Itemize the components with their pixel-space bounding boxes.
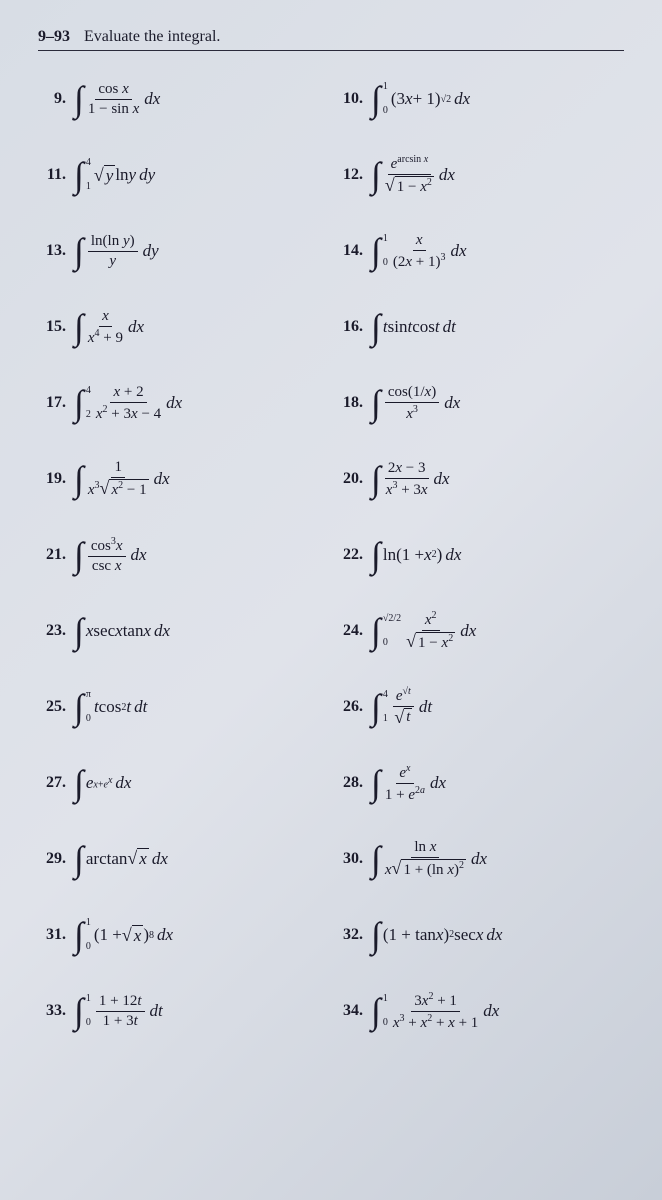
problem-p26: 26.∫41e√t√tdt (335, 683, 624, 731)
problem-p18: 18.∫cos(1/x)x3dx (335, 379, 624, 427)
problem-number: 23. (38, 622, 74, 640)
section-title: Evaluate the integral. (84, 28, 220, 45)
problem-p33: 33.∫101 + 12t1 + 3tdt (38, 987, 327, 1035)
problem-p22: 22.∫ln(1 + x2)dx (335, 531, 624, 579)
problem-number: 17. (38, 394, 74, 412)
problem-number: 32. (335, 926, 371, 944)
problem-number: 18. (335, 394, 371, 412)
problem-number: 21. (38, 546, 74, 564)
problem-number: 34. (335, 1002, 371, 1020)
problem-expression: ∫cos3xcsc xdx (74, 536, 147, 574)
problem-number: 16. (335, 318, 371, 336)
problem-number: 33. (38, 1002, 74, 1020)
problem-p31: 31.∫10(1 + √x )8dx (38, 911, 327, 959)
problem-expression: ∫x sec x tan xdx (74, 617, 170, 646)
problems-grid: 9.∫cos x1 − sin xdx10.∫10(3x + 1)√2dx11.… (38, 75, 624, 1035)
problem-expression: ∫t sin t cos tdt (371, 313, 456, 342)
problem-expression: ∫√2/20x2√1 − x2dx (371, 610, 476, 651)
problem-p9: 9.∫cos x1 − sin xdx (38, 75, 327, 123)
problem-number: 10. (335, 90, 371, 108)
problem-expression: ∫ln(ln y)ydy (74, 233, 159, 269)
problem-p11: 11.∫41√y ln ydy (38, 151, 327, 199)
problem-p21: 21.∫cos3xcsc xdx (38, 531, 327, 579)
problem-number: 27. (38, 774, 74, 792)
problem-number: 14. (335, 242, 371, 260)
problem-number: 30. (335, 850, 371, 868)
problem-p25: 25.∫π0t cos2tdt (38, 683, 327, 731)
problem-p10: 10.∫10(3x + 1)√2dx (335, 75, 624, 123)
problem-p14: 14.∫10x(2x + 1)3dx (335, 227, 624, 275)
problem-p24: 24.∫√2/20x2√1 − x2dx (335, 607, 624, 655)
problem-p20: 20.∫2x − 3x3 + 3xdx (335, 455, 624, 503)
problem-p27: 27.∫ex+exdx (38, 759, 327, 807)
problem-number: 19. (38, 470, 74, 488)
problem-expression: ∫103x2 + 1x3 + x2 + x + 1dx (371, 991, 499, 1031)
problem-expression: ∫cos(1/x)x3dx (371, 384, 460, 422)
problem-number: 20. (335, 470, 371, 488)
problem-expression: ∫ex+exdx (74, 769, 131, 798)
problem-expression: ∫10(3x + 1)√2dx (371, 82, 470, 116)
problem-p17: 17.∫42x + 2x2 + 3x − 4dx (38, 379, 327, 427)
problem-expression: ∫2x − 3x3 + 3xdx (371, 460, 450, 498)
problem-expression: ∫10x(2x + 1)3dx (371, 232, 467, 270)
problem-expression: ∫cos x1 − sin xdx (74, 81, 160, 117)
problem-p23: 23.∫x sec x tan xdx (38, 607, 327, 655)
problem-expression: ∫ex1 + e2adx (371, 763, 446, 803)
problem-p16: 16.∫t sin t cos tdt (335, 303, 624, 351)
problem-p28: 28.∫ex1 + e2adx (335, 759, 624, 807)
problem-expression: ∫10(1 + √x )8dx (74, 918, 173, 952)
problem-p30: 30.∫ln xx√1 + (ln x)2dx (335, 835, 624, 883)
problem-p13: 13.∫ln(ln y)ydy (38, 227, 327, 275)
problem-expression: ∫ln(1 + x2)dx (371, 541, 461, 570)
problem-expression: ∫41√y ln ydy (74, 158, 155, 192)
problem-number: 9. (38, 90, 74, 108)
problem-number: 28. (335, 774, 371, 792)
problem-expression: ∫earcsin x√1 − x2dx (371, 154, 455, 195)
problem-number: 24. (335, 622, 371, 640)
problem-number: 13. (38, 242, 74, 260)
problem-expression: ∫101 + 12t1 + 3tdt (74, 993, 163, 1029)
section-header: 9–93 Evaluate the integral. (38, 28, 624, 51)
problem-expression: ∫arctan √xdx (74, 845, 168, 874)
problem-number: 15. (38, 318, 74, 336)
problem-expression: ∫42x + 2x2 + 3x − 4dx (74, 384, 182, 422)
problem-number: 12. (335, 166, 371, 184)
problem-number: 11. (38, 166, 74, 184)
problem-expression: ∫41e√t√tdt (371, 686, 432, 727)
problem-range: 9–93 (38, 28, 70, 46)
problem-p12: 12.∫earcsin x√1 − x2dx (335, 151, 624, 199)
problem-p32: 32.∫(1 + tan x)2 sec xdx (335, 911, 624, 959)
problem-number: 26. (335, 698, 371, 716)
problem-expression: ∫ln xx√1 + (ln x)2dx (371, 839, 487, 878)
problem-expression: ∫(1 + tan x)2 sec xdx (371, 921, 502, 950)
problem-number: 22. (335, 546, 371, 564)
problem-expression: ∫1x3√x2 − 1dx (74, 459, 170, 498)
problem-p29: 29.∫arctan √xdx (38, 835, 327, 883)
problem-number: 31. (38, 926, 74, 944)
problem-p19: 19.∫1x3√x2 − 1dx (38, 455, 327, 503)
problem-p34: 34.∫103x2 + 1x3 + x2 + x + 1dx (335, 987, 624, 1035)
problem-expression: ∫π0t cos2tdt (74, 690, 147, 724)
problem-number: 29. (38, 850, 74, 868)
problem-p15: 15.∫xx4 + 9dx (38, 303, 327, 351)
problem-expression: ∫xx4 + 9dx (74, 308, 144, 346)
problem-number: 25. (38, 698, 74, 716)
